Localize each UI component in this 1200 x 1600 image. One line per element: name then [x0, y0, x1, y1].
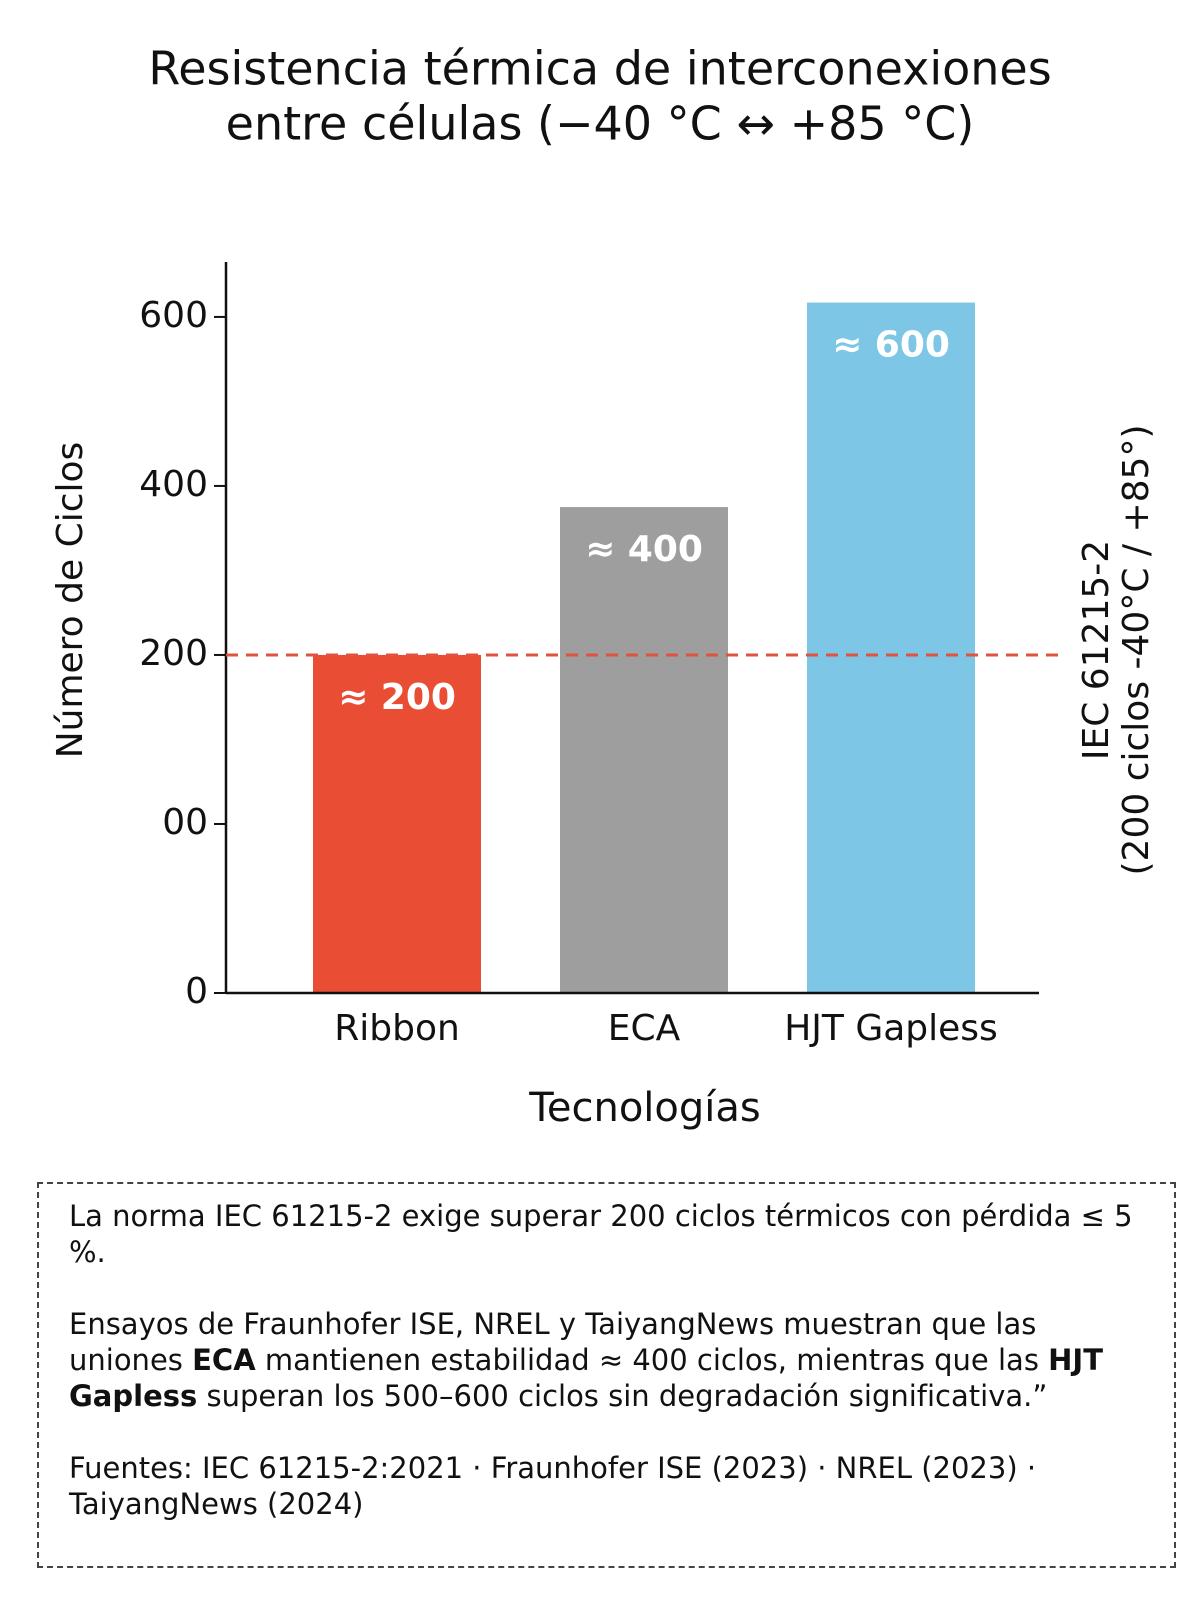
y-tick-label: 200	[139, 633, 208, 674]
note-paragraph: Fuentes: IEC 61215-2:2021 · Fraunhofer I…	[69, 1451, 1037, 1521]
y-tick-label: 00	[162, 802, 208, 843]
note-text: Ensayos de Fraunhofer ISE, NREL y Taiyan…	[69, 1307, 1037, 1377]
note-text: superan los 500–600 ciclos sin degradaci…	[197, 1379, 1048, 1413]
note-bold: HJT Gapless	[69, 1343, 1103, 1413]
chart-title: Resistencia térmica de interconexiones	[148, 42, 1051, 96]
note-box: La norma IEC 61215-2 exige superar 200 c…	[37, 1182, 1176, 1568]
reference-label: IEC 61215-2	[1076, 540, 1117, 760]
value-label: ≈ 400	[585, 529, 703, 570]
y-tick-label: 600	[139, 295, 208, 336]
value-label: ≈ 200	[338, 677, 456, 718]
reference-label: (200 ciclos -40°C / +85°)	[1116, 425, 1157, 876]
x-tick-label: HJT Gapless	[784, 1008, 998, 1049]
bar	[807, 302, 975, 993]
y-tick-label: 0	[185, 971, 208, 1012]
chart-title: entre células (−40 °C ↔ +85 °C)	[226, 97, 975, 151]
x-axis-title: Tecnologías	[528, 1085, 761, 1131]
note-text: mantienen estabilidad ≈ 400 ciclos, mien…	[255, 1343, 1049, 1377]
note-bold: ECA	[192, 1343, 256, 1377]
y-tick-label: 400	[139, 464, 208, 505]
value-label: ≈ 600	[832, 325, 950, 366]
bar	[560, 507, 728, 993]
x-tick-label: Ribbon	[334, 1008, 460, 1049]
y-axis-title: Número de Ciclos	[50, 442, 91, 759]
x-tick-label: ECA	[608, 1008, 681, 1049]
note-paragraph: Ensayos de Fraunhofer ISE, NREL y Taiyan…	[69, 1306, 1144, 1414]
note-paragraph: La norma IEC 61215-2 exige superar 200 c…	[69, 1199, 1133, 1269]
bar	[313, 654, 481, 993]
chart: Resistencia térmica de interconexiones e…	[50, 42, 1157, 1132]
